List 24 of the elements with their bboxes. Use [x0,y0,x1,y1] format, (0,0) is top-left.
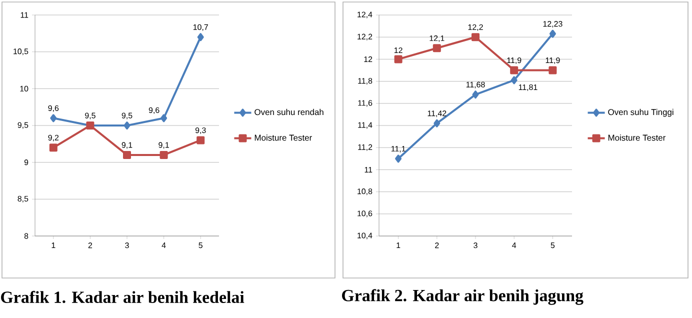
point [548,66,557,74]
point [510,66,518,74]
point [50,114,57,122]
point [394,55,402,64]
legend-label: Oven suhu Tinggi [608,108,674,117]
text: Grafik 1. Kadar air benih kedelai [1,290,244,304]
point [124,122,130,130]
point [472,90,479,99]
point [49,144,58,152]
point [160,150,168,159]
legend-label: Moisture Tester [608,134,666,141]
point [395,154,402,163]
legend-label: Moisture Tester [254,134,312,141]
point [196,136,205,144]
point [549,30,556,38]
point [434,119,440,128]
point [123,150,132,159]
point [160,114,168,122]
point [472,33,480,42]
point [432,44,441,52]
text: Grafik 2. Kadar air benih jagung [342,289,584,305]
point [197,33,204,42]
legend-label: Oven suhu rendah [254,108,324,116]
point [510,76,518,84]
